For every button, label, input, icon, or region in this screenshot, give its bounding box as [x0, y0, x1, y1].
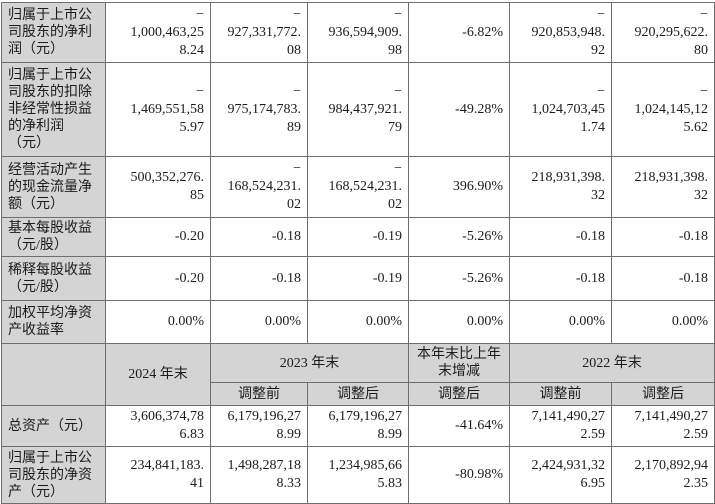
row-label-net-profit: 归属于上市公 司股东的净利 润（元）	[1, 2, 106, 63]
value-cell: 0.00%	[105, 300, 211, 344]
period-subheader-row: 调整前 调整后 调整后 调整前 调整后	[2, 382, 715, 406]
change-percent-cell: -5.26%	[408, 217, 510, 257]
table-row: 总资产（元） 3,606,374,78 6.83 6,179,196,27 8.…	[1, 405, 715, 447]
change-percent-cell: -80.98%	[408, 446, 510, 504]
row-label-diluted-eps: 稀释每股收益 （元/股）	[1, 256, 106, 301]
value-cell: 3,606,374,78 6.83	[105, 405, 211, 447]
change-percent-cell: 396.90%	[408, 156, 510, 218]
table-row: 经营活动产生 的现金流量净 额（元） 500,352,276. 85 − 168…	[1, 156, 715, 218]
value-cell: -0.18	[210, 256, 308, 301]
value-cell: − 984,437,921. 79	[307, 62, 409, 157]
value-cell: − 168,524,231. 02	[307, 156, 409, 218]
value-cell: 500,352,276. 85	[105, 156, 211, 218]
subheader-before-adjustment: 调整前	[210, 382, 308, 406]
value-cell: − 975,174,783. 89	[210, 62, 308, 157]
value-cell: -0.18	[509, 256, 612, 301]
value-cell: − 1,469,551,58 5.97	[105, 62, 211, 157]
change-percent-cell: 0.00%	[408, 300, 510, 344]
value-cell: 2,424,931,32 6.95	[509, 446, 612, 504]
value-cell: − 936,594,909. 98	[307, 2, 409, 63]
header-2024-year-end: 2024 年末	[105, 343, 211, 406]
value-cell: -0.20	[105, 217, 211, 257]
value-cell: 7,141,490,27 2.59	[509, 405, 612, 447]
value-cell: -0.18	[611, 256, 715, 301]
value-cell: 2,170,892,94 2.35	[611, 446, 715, 504]
table-row: 稀释每股收益 （元/股） -0.20 -0.18 -0.19 -5.26% -0…	[1, 256, 715, 301]
value-cell: 6,179,196,27 8.99	[210, 405, 308, 447]
value-cell: -0.19	[307, 256, 409, 301]
table-row: 归属于上市公 司股东的净资 产（元） 234,841,183. 41 1,498…	[1, 446, 715, 504]
value-cell: -0.18	[611, 217, 715, 257]
header-yoy-change: 本年末比上年 末增减	[408, 343, 510, 383]
value-cell: − 927,331,772. 08	[210, 2, 308, 63]
value-cell: -0.18	[509, 217, 612, 257]
value-cell: 218,931,398. 32	[509, 156, 612, 218]
change-percent-cell: -49.28%	[408, 62, 510, 157]
table-row: 归属于上市公 司股东的扣除 非经常性损益 的净利润 （元） − 1,469,55…	[1, 62, 715, 157]
row-label-operating-cash-flow: 经营活动产生 的现金流量净 额（元）	[1, 156, 106, 218]
change-percent-cell: -5.26%	[408, 256, 510, 301]
value-cell: 6,179,196,27 8.99	[307, 405, 409, 447]
value-cell: − 168,524,231. 02	[210, 156, 308, 218]
value-cell: 0.00%	[210, 300, 308, 344]
value-cell: − 920,853,948. 92	[509, 2, 612, 63]
value-cell: 0.00%	[509, 300, 612, 344]
value-cell: 0.00%	[611, 300, 715, 344]
value-cell: -0.19	[307, 217, 409, 257]
subheader-before-adjustment: 调整前	[509, 382, 612, 406]
value-cell: 7,141,490,27 2.59	[611, 405, 715, 447]
header-2023-year-end: 2023 年末	[210, 343, 409, 383]
value-cell: − 920,295,622. 80	[611, 2, 715, 63]
change-percent-cell: -6.82%	[408, 2, 510, 63]
value-cell: − 1,000,463,25 8.24	[105, 2, 211, 63]
value-cell: -0.20	[105, 256, 211, 301]
row-label-basic-eps: 基本每股收益 （元/股）	[1, 217, 106, 257]
value-cell: 1,498,287,18 8.33	[210, 446, 308, 504]
header-blank-cell	[1, 343, 106, 406]
value-cell: 1,234,985,66 5.83	[307, 446, 409, 504]
row-label-deducted-net-profit: 归属于上市公 司股东的扣除 非经常性损益 的净利润 （元）	[1, 62, 106, 157]
change-percent-cell: -41.64%	[408, 405, 510, 447]
table-row: 基本每股收益 （元/股） -0.20 -0.18 -0.19 -5.26% -0…	[1, 217, 715, 257]
subheader-after-adjustment: 调整后	[307, 382, 409, 406]
value-cell: 234,841,183. 41	[105, 446, 211, 504]
row-label-weighted-avg-roe: 加权平均净资 产收益率	[1, 300, 106, 344]
value-cell: -0.18	[210, 217, 308, 257]
value-cell: − 1,024,145,12 5.62	[611, 62, 715, 157]
table-row: 加权平均净资 产收益率 0.00% 0.00% 0.00% 0.00% 0.00…	[1, 300, 715, 344]
table-row: 归属于上市公 司股东的净利 润（元） − 1,000,463,25 8.24 −…	[1, 2, 715, 63]
row-label-total-assets: 总资产（元）	[1, 405, 106, 447]
period-header-row: 2024 年末 2023 年末 本年末比上年 末增减 2022 年末	[1, 343, 715, 406]
value-cell: − 1,024,703,45 1.74	[509, 62, 612, 157]
row-label-net-assets: 归属于上市公 司股东的净资 产（元）	[1, 446, 106, 504]
subheader-after-adjustment: 调整后	[611, 382, 715, 406]
value-cell: 218,931,398. 32	[611, 156, 715, 218]
subheader-after-adjustment: 调整后	[408, 382, 510, 406]
value-cell: 0.00%	[307, 300, 409, 344]
header-2022-year-end: 2022 年末	[509, 343, 715, 383]
